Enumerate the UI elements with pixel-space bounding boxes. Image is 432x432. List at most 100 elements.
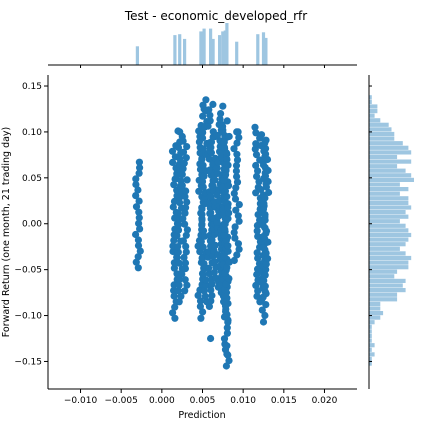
scatter-point	[209, 100, 217, 108]
scatter-point	[252, 189, 260, 197]
top-histogram-bar	[221, 31, 225, 65]
scatter-point	[233, 128, 241, 136]
y-tick-label: 0.05	[22, 174, 42, 184]
scatter-point	[220, 313, 229, 321]
scatter-point	[261, 172, 270, 180]
scatter-point	[223, 350, 231, 358]
scatter-point	[199, 227, 208, 235]
scatter-point	[221, 302, 230, 310]
scatter-point	[182, 154, 190, 162]
scatter-point	[208, 291, 216, 300]
right-histogram-bar	[369, 306, 381, 311]
right-histogram-bar	[369, 242, 406, 247]
right-histogram-bar	[369, 352, 375, 357]
scatter-point	[206, 117, 214, 125]
scatter-point	[221, 296, 229, 305]
right-histogram-bar	[369, 338, 372, 343]
scatter-point	[261, 282, 269, 290]
right-histogram-bar	[369, 301, 381, 306]
scatter-point	[181, 220, 189, 228]
scatter-point	[253, 249, 261, 257]
top-histogram-bar	[173, 35, 177, 65]
top-histogram-bar	[135, 46, 139, 65]
scatter-point	[233, 178, 242, 186]
scatter-point	[260, 277, 268, 285]
right-histogram-bar	[369, 141, 403, 146]
scatter-point	[169, 203, 177, 211]
y-tick-label: 0.00	[22, 220, 42, 230]
scatter-point	[170, 181, 178, 189]
scatter-point	[134, 186, 142, 194]
scatter-point	[223, 193, 231, 201]
scatter-point	[259, 222, 267, 230]
scatter-point	[181, 276, 189, 284]
scatter-point	[204, 122, 212, 130]
scatter-point	[216, 115, 224, 123]
scatter-points	[132, 96, 273, 370]
scatter-point	[202, 96, 210, 104]
scatter-point	[183, 281, 191, 289]
scatter-point	[173, 254, 181, 262]
scatter-point	[261, 311, 269, 320]
scatter-point	[181, 287, 189, 295]
scatter-point	[230, 189, 238, 197]
scatter-point	[173, 171, 181, 179]
top-histogram-bar	[218, 35, 222, 65]
scatter-point	[132, 175, 140, 183]
scatter-point	[257, 185, 265, 194]
scatter-point	[233, 173, 241, 181]
right-histogram-bar	[369, 150, 412, 155]
scatter-point	[221, 291, 229, 299]
scatter-point	[253, 227, 261, 235]
scatter-point	[220, 253, 228, 261]
x-tick-label: 0.010	[230, 396, 256, 406]
right-histogram-bar	[369, 283, 403, 288]
scatter-point	[213, 131, 221, 139]
scatter-point	[179, 148, 188, 156]
scatter-point	[198, 210, 206, 218]
x-axis-label: Prediction	[178, 410, 225, 421]
scatter-point	[200, 105, 208, 113]
scatter-point	[265, 188, 273, 197]
scatter-point	[222, 236, 230, 244]
top-histogram-bar	[178, 34, 182, 65]
scatter-point	[174, 287, 182, 295]
scatter-point	[261, 288, 269, 296]
scatter-point	[261, 271, 269, 279]
scatter-point	[208, 236, 216, 244]
scatter-point	[178, 181, 186, 189]
scatter-point	[197, 238, 205, 246]
scatter-point	[222, 171, 230, 179]
scatter-point	[198, 221, 206, 229]
right-histogram-bar	[369, 145, 409, 150]
scatter-point	[174, 248, 182, 256]
scatter-point	[199, 308, 207, 316]
scatter-point	[259, 233, 267, 241]
scatter-point	[264, 177, 272, 186]
right-histogram-bar	[369, 297, 398, 302]
scatter-point	[207, 334, 215, 343]
right-histogram-bar	[369, 343, 375, 348]
scatter-point	[211, 176, 219, 184]
right-histogram-bar	[369, 196, 409, 201]
y-tick-label: −0.05	[14, 266, 42, 276]
scatter-point	[259, 205, 268, 213]
scatter-point	[261, 139, 269, 147]
right-histogram-bar	[369, 333, 372, 339]
scatter-point	[179, 137, 187, 145]
scatter-point	[204, 248, 213, 256]
scatter-point	[225, 275, 233, 283]
scatter-point	[179, 165, 187, 173]
scatter-point	[208, 181, 216, 190]
scatter-point	[223, 117, 231, 125]
x-tick-label: 0.000	[149, 396, 175, 406]
scatter-point	[223, 329, 231, 337]
scatter-point	[205, 264, 213, 272]
scatter-point	[219, 102, 227, 110]
right-histogram-bar	[369, 329, 372, 334]
y-tick-label: −0.15	[14, 357, 42, 367]
x-tick-label: −0.010	[64, 396, 98, 406]
scatter-point	[232, 167, 240, 175]
right-histogram-bar	[369, 131, 395, 137]
right-histogram-bar	[369, 127, 392, 132]
